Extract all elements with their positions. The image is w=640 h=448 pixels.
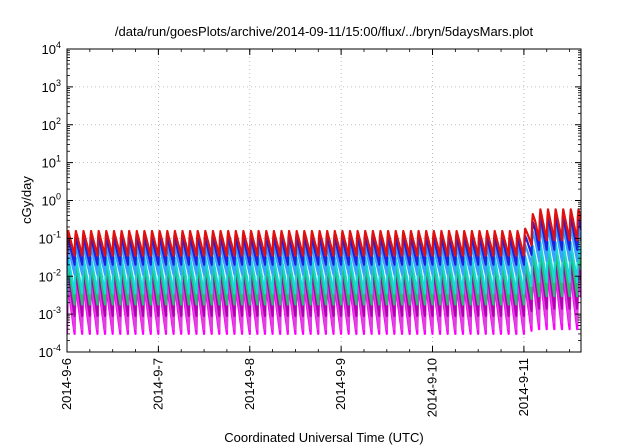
y-tick-label: 10-2 bbox=[39, 267, 61, 284]
y-tick-label: 101 bbox=[42, 154, 61, 171]
y-axis-label: cGy/day bbox=[19, 176, 34, 224]
y-tick-label: 100 bbox=[42, 192, 61, 209]
series-line bbox=[67, 241, 581, 295]
x-axis: 2014-9-6 2014-9-7 2014-9-8 2014-9-9 2014-9-1… bbox=[59, 49, 570, 417]
chart-title: /data/run/goesPlots/archive/2014-09-11/1… bbox=[115, 24, 534, 39]
x-tick-label: 2014-9-11 bbox=[516, 358, 531, 416]
y-tick-label: 10-4 bbox=[39, 343, 61, 360]
y-tick-label: 103 bbox=[42, 78, 61, 95]
x-tick-label: 2014-9-8 bbox=[242, 358, 257, 410]
y-tick-label: 102 bbox=[42, 116, 61, 133]
y-axis: 10-4 10-3 10-2 10-1 100 101 102 103 104 bbox=[39, 40, 581, 360]
y-tick-label: 104 bbox=[42, 40, 61, 57]
x-axis-label: Coordinated Universal Time (UTC) bbox=[224, 430, 423, 445]
series-line bbox=[67, 226, 581, 276]
series-line bbox=[67, 251, 581, 306]
x-tick-label: 2014-9-9 bbox=[333, 358, 348, 410]
series-line bbox=[67, 216, 581, 266]
x-tick-label: 2014-9-6 bbox=[59, 358, 74, 410]
x-tick-label: 2014-9-7 bbox=[150, 358, 165, 410]
y-tick-label: 10-1 bbox=[39, 229, 61, 246]
series-line bbox=[67, 208, 581, 257]
y-tick-label: 10-3 bbox=[39, 305, 61, 322]
plot-area bbox=[67, 208, 581, 335]
x-tick-label: 2014-9-10 bbox=[425, 358, 440, 417]
